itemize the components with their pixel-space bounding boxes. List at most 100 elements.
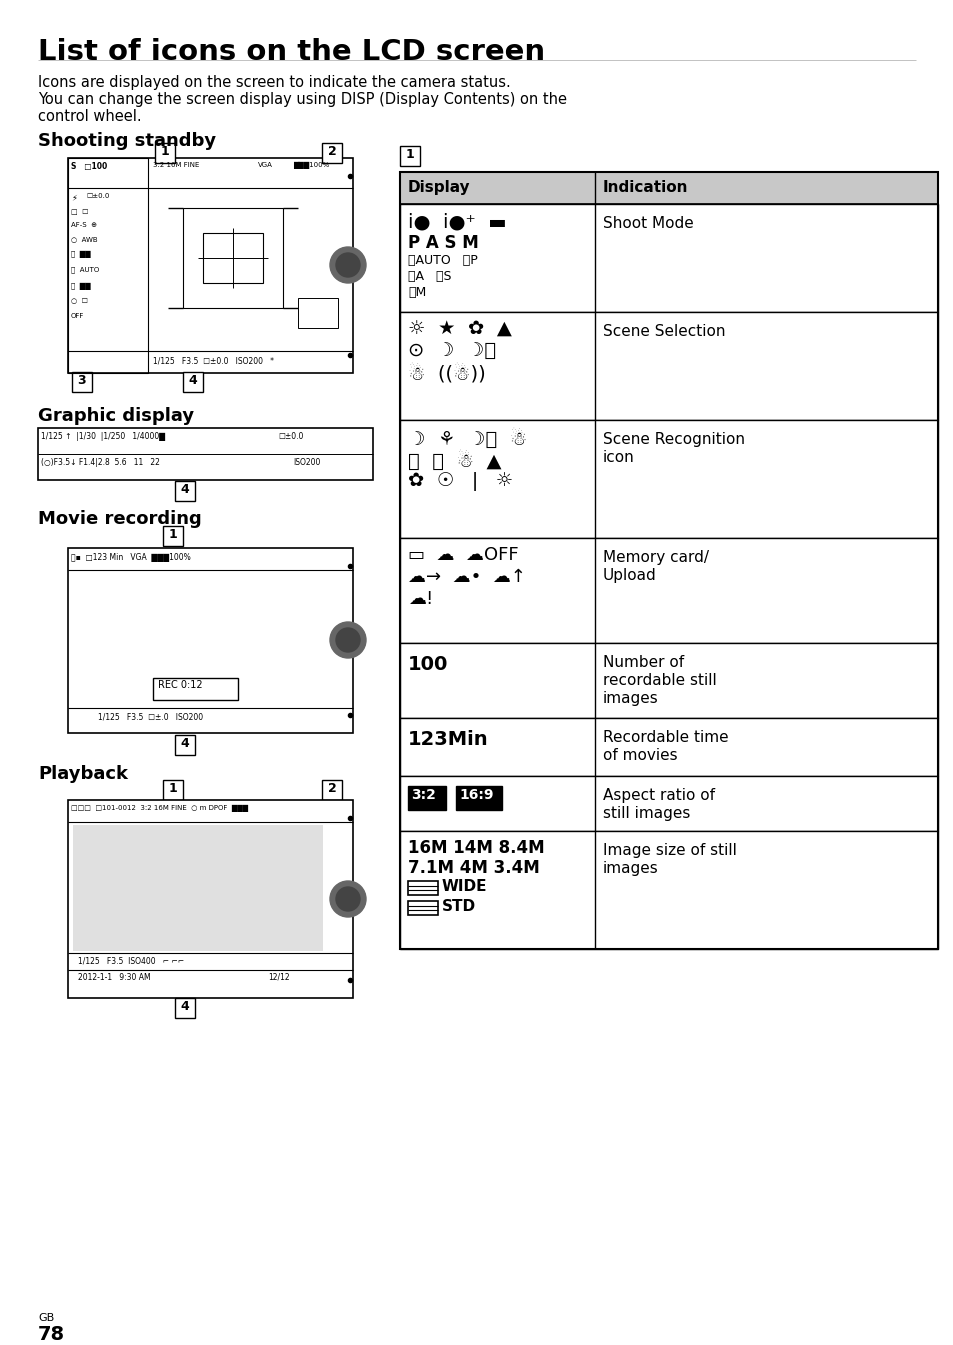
Text: 1: 1 [160,145,170,157]
Bar [68,157,148,373]
Text: 1/125 ↑  |1/30  |1/250   1/4000█: 1/125 ↑ |1/30 |1/250 1/4000█ [41,432,165,441]
Text: ☁!: ☁! [408,590,433,608]
Text: 1: 1 [405,148,414,161]
Text: ⌗  ██: ⌗ ██ [71,252,91,258]
Bar [71,373,91,391]
Text: 16M 14M 8.4M: 16M 14M 8.4M [408,839,544,857]
Text: images: images [602,861,659,876]
Text: 2: 2 [327,145,336,157]
Circle shape [335,253,359,277]
Bar [399,643,937,718]
Bar [408,881,437,894]
Text: Recordable time: Recordable time [602,730,728,745]
Bar [297,299,337,328]
Bar [68,157,353,373]
Text: ☼  ★  ✿  ▲: ☼ ★ ✿ ▲ [408,320,512,339]
Text: S   □100: S □100 [71,161,107,171]
Text: OFF: OFF [71,313,84,319]
Text: GB: GB [38,1313,54,1323]
Bar [68,800,353,998]
Text: of movies: of movies [602,748,677,763]
Bar [174,482,194,500]
Text: Indication: Indication [602,180,688,195]
Text: ☁→  ☁•  ☁↑: ☁→ ☁• ☁↑ [408,568,525,586]
Bar [163,780,183,800]
Bar [203,233,263,282]
Bar [174,998,194,1018]
Bar [399,172,937,204]
Text: 78: 78 [38,1325,65,1344]
Text: ☃  ((☃)): ☃ ((☃)) [408,364,485,383]
Text: ⌗  AUTO: ⌗ AUTO [71,266,99,273]
Text: 100: 100 [408,655,448,674]
Text: 1: 1 [169,529,177,541]
Text: ⌗M: ⌗M [408,286,426,299]
Text: 2012-1-1   9:30 AM: 2012-1-1 9:30 AM [78,972,151,982]
Bar [322,143,341,163]
Text: (○)F3.5↓ F1.4|2.8  5.6   11   22: (○)F3.5↓ F1.4|2.8 5.6 11 22 [41,459,160,467]
Text: Scene Recognition: Scene Recognition [602,432,744,447]
Text: 16:9: 16:9 [458,788,493,802]
Text: ⌗  ⌗  ☃  ▲: ⌗ ⌗ ☃ ▲ [408,451,501,471]
Circle shape [335,628,359,652]
Text: Shooting standby: Shooting standby [38,132,216,151]
Text: Memory card/: Memory card/ [602,550,708,565]
Text: 7.1M 4M 3.4M: 7.1M 4M 3.4M [408,859,539,877]
Text: ⊙  ☽  ☽✋: ⊙ ☽ ☽✋ [408,342,496,360]
Bar [408,785,446,810]
Text: P A S M: P A S M [408,234,478,252]
Text: 4: 4 [189,374,197,387]
Text: ☐±0.0: ☐±0.0 [86,192,110,199]
Text: Aspect ratio of: Aspect ratio of [602,788,714,803]
Text: REC 0:12: REC 0:12 [158,681,202,690]
Circle shape [335,886,359,911]
Text: STD: STD [441,898,476,915]
Bar [399,204,937,312]
Text: VGA: VGA [257,161,273,168]
Text: 1/125   F3.5  ☐±.0   ISO200: 1/125 F3.5 ☐±.0 ISO200 [98,713,203,722]
Text: Movie recording: Movie recording [38,510,201,529]
Bar [456,785,501,810]
Text: Number of: Number of [602,655,683,670]
Bar [183,373,203,391]
Text: ⚡: ⚡ [71,192,77,202]
Bar [183,208,283,308]
Text: 3:2: 3:2 [411,788,436,802]
Text: ☐±0.0: ☐±0.0 [277,432,303,441]
Text: 1: 1 [169,781,177,795]
Text: You can change the screen display using DISP (Display Contents) on the: You can change the screen display using … [38,91,566,108]
Text: 1/125   F3.5  ISO400   ⌐ ⌐⌐: 1/125 F3.5 ISO400 ⌐ ⌐⌐ [78,956,184,964]
Bar [399,831,937,950]
Text: Display: Display [408,180,470,195]
Text: AF-S  ⊕: AF-S ⊕ [71,222,97,229]
Text: 4: 4 [180,483,190,496]
Bar [399,172,937,950]
Bar [399,776,937,831]
Bar [399,718,937,776]
Bar [399,538,937,643]
Text: 3: 3 [77,374,86,387]
Bar [408,901,437,915]
Bar [73,824,323,951]
Circle shape [330,881,366,917]
Text: images: images [602,691,659,706]
Text: ○  AWB: ○ AWB [71,235,97,242]
Bar [152,678,237,699]
Text: 3:2 16M FINE: 3:2 16M FINE [152,161,199,168]
Text: WIDE: WIDE [441,880,487,894]
Text: ███100%: ███100% [293,161,329,169]
Text: 4: 4 [180,737,190,751]
Bar [38,428,373,480]
Bar [399,420,937,538]
Text: 2: 2 [327,781,336,795]
Circle shape [330,247,366,282]
Text: Graphic display: Graphic display [38,408,193,425]
Text: ⌗  ██: ⌗ ██ [71,282,91,291]
Text: ⌗A   ⌗S: ⌗A ⌗S [408,270,451,282]
Text: ⌗AUTO   ⌗P: ⌗AUTO ⌗P [408,254,477,268]
Text: 4: 4 [180,999,190,1013]
Text: still images: still images [602,806,690,820]
Bar [399,147,419,165]
Text: □  ☐: □ ☐ [71,208,89,214]
Text: Playback: Playback [38,765,128,783]
